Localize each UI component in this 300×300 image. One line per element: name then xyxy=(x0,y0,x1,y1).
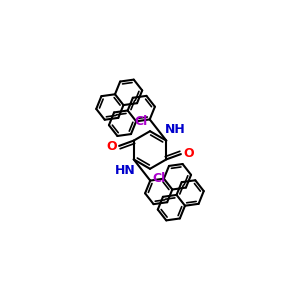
Text: Cl: Cl xyxy=(152,172,166,185)
Text: NH: NH xyxy=(165,123,185,136)
Text: Cl: Cl xyxy=(134,115,148,128)
Text: O: O xyxy=(106,140,117,153)
Text: HN: HN xyxy=(115,164,135,177)
Text: O: O xyxy=(183,147,194,160)
